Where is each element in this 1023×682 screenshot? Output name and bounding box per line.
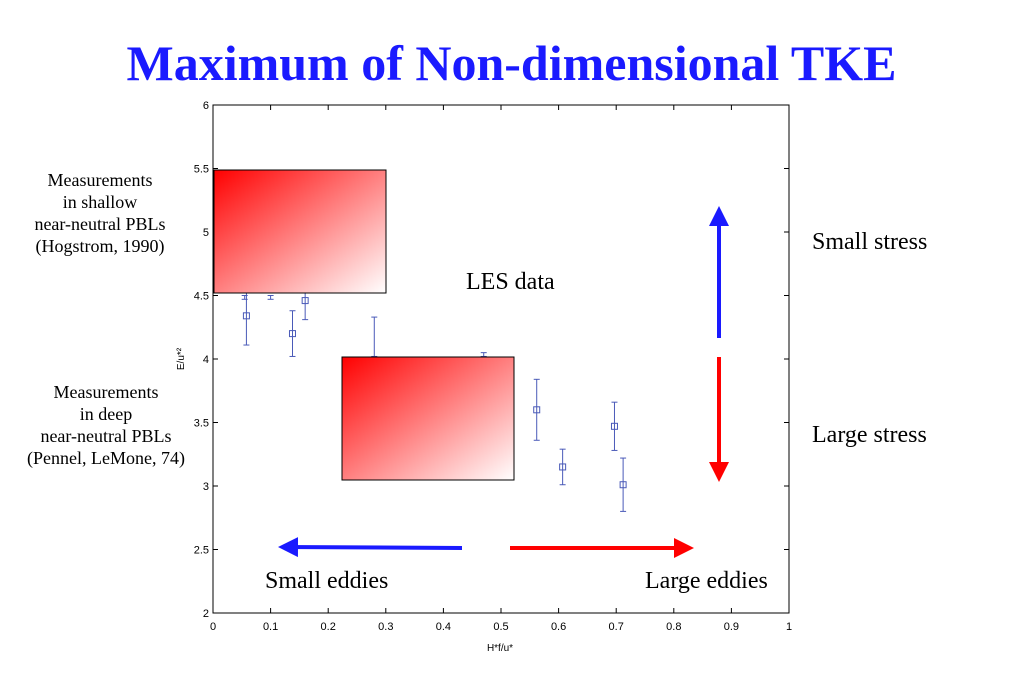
data-point	[619, 481, 627, 489]
x-tick-label: 0.2	[321, 621, 336, 633]
annotation-line: Measurements	[53, 382, 159, 402]
y-tick-label: 5	[203, 227, 209, 239]
y-tick-label: 6	[203, 100, 209, 112]
data-point	[301, 297, 309, 305]
y-tick-label: 3.5	[194, 418, 209, 430]
x-tick-label: 0.4	[436, 621, 451, 633]
y-tick-label: 5.5	[194, 164, 209, 176]
annotation-line: near-neutral PBLs	[40, 426, 172, 446]
y-tick-label: 4.5	[194, 291, 209, 303]
small-eddies-arrow	[278, 537, 463, 558]
small-stress-label: Small stress	[812, 229, 928, 255]
slide-title: Maximum of Non-dimensional TKE	[126, 35, 897, 91]
shallow-measurements-box	[213, 169, 387, 294]
data-point	[610, 422, 618, 430]
annotation-line: in deep	[79, 404, 133, 424]
annotation-line: Measurements	[47, 170, 153, 190]
y-tick-label: 2	[203, 608, 209, 620]
y-tick-label: 4	[203, 354, 209, 366]
data-point	[559, 463, 567, 471]
x-tick-label: 0.8	[666, 621, 681, 633]
annotation-line: near-neutral PBLs	[34, 214, 166, 234]
data-point	[533, 406, 541, 414]
x-tick-label: 0	[210, 621, 216, 633]
deep-annotation: Measurements in deep near-neutral PBLs (…	[0, 381, 212, 469]
annotation-line: in shallow	[62, 192, 138, 212]
x-tick-label: 0.1	[263, 621, 278, 633]
data-point	[288, 330, 296, 338]
x-tick-label: 0.6	[551, 621, 566, 633]
y-tick-label: 3	[203, 481, 209, 493]
x-tick-label: 0.7	[609, 621, 624, 633]
small-eddies-label: Small eddies	[265, 568, 389, 594]
axis-ticks: 0 0.1 0.2 0.3 0.4 0.5 0.6 0.7 0.8 0.9 1 2 2.5 3 3.5 4 4.…	[194, 100, 792, 633]
large-stress-label: Large stress	[812, 422, 927, 448]
large-eddies-label: Large eddies	[645, 568, 768, 594]
annotation-line: (Hogstrom, 1990)	[35, 236, 165, 256]
x-axis-label: H*f/u*	[487, 643, 513, 654]
deep-measurements-box	[341, 356, 515, 481]
x-tick-label: 0.9	[724, 621, 739, 633]
shallow-annotation: Measurements in shallow near-neutral PBL…	[2, 169, 198, 257]
y-tick-label: 2.5	[194, 545, 209, 557]
les-data-label: LES data	[466, 269, 555, 295]
x-tick-label: 1	[786, 621, 792, 633]
data-point	[242, 312, 250, 320]
y-axis-label: E/u*²	[176, 347, 187, 370]
x-tick-label: 0.3	[378, 621, 393, 633]
annotation-line: (Pennel, LeMone, 74)	[27, 448, 185, 468]
x-tick-label: 0.5	[493, 621, 508, 633]
